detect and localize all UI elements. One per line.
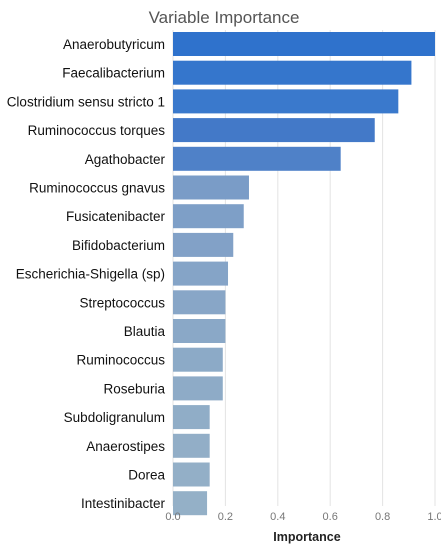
category-label: Intestinibacter	[81, 496, 166, 511]
category-label: Ruminococcus	[76, 353, 165, 368]
category-label: Dorea	[128, 468, 165, 483]
bar	[173, 433, 210, 458]
x-tick-label: 0.8	[375, 511, 390, 523]
bar	[173, 319, 226, 343]
category-label: Roseburia	[103, 381, 165, 396]
category-label: Ruminococcus torques	[28, 123, 166, 138]
bar	[173, 405, 210, 430]
category-label: Anaerobutyricum	[63, 37, 165, 52]
bar	[173, 290, 226, 315]
category-label: Blautia	[124, 324, 166, 339]
bar	[173, 60, 412, 85]
x-axis-ticks: 0.0 0.2 0.4 0.6 0.8 1.0	[165, 511, 441, 523]
bars	[173, 32, 435, 516]
category-label: Agathobacter	[85, 152, 166, 167]
x-tick-label: 0.6	[323, 511, 338, 523]
bar	[173, 118, 375, 143]
bar	[173, 89, 399, 114]
bar	[173, 232, 234, 257]
x-tick-label: 0.4	[270, 511, 285, 523]
category-label: Fusicatenibacter	[66, 209, 166, 224]
bar	[173, 261, 229, 286]
bar	[173, 462, 210, 487]
bar	[173, 376, 223, 401]
bar	[173, 491, 208, 516]
category-label: Subdoligranulum	[64, 410, 165, 425]
x-axis-label: Importance	[273, 530, 340, 544]
category-label: Faecalibacterium	[62, 66, 165, 81]
category-label: Escherichia-Shigella (sp)	[16, 267, 165, 282]
category-label: Anaerostipes	[86, 439, 165, 454]
x-tick-label: 0.2	[218, 511, 233, 523]
bar	[173, 146, 341, 171]
category-label: Bifidobacterium	[72, 238, 165, 253]
category-label: Ruminococcus gnavus	[29, 181, 165, 196]
bar	[173, 175, 249, 200]
category-label: Streptococcus	[79, 295, 165, 310]
bar	[173, 347, 223, 372]
bar	[173, 204, 244, 229]
category-labels: Anaerobutyricum Faecalibacterium Clostridi…	[7, 37, 166, 511]
x-tick-label: 1.0	[427, 511, 441, 523]
bar	[173, 32, 435, 56]
category-label: Clostridium sensu stricto 1	[7, 94, 165, 109]
chart-title: Variable Importance	[149, 8, 300, 27]
x-tick-label: 0.0	[165, 511, 180, 523]
